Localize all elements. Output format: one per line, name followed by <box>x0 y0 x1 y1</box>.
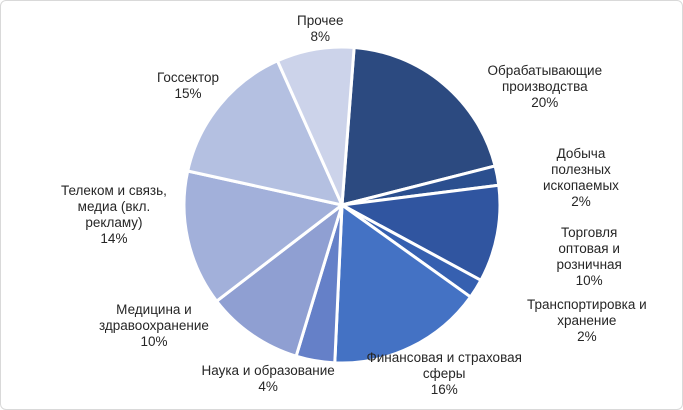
slice-value: 2% <box>571 194 591 209</box>
pie-slice <box>340 45 497 207</box>
pie-slice <box>182 169 344 303</box>
slice-label-text: Финансовая и страховая <box>366 350 522 365</box>
slice-label-text: Добыча <box>556 146 606 161</box>
slice-value: 8% <box>310 29 330 44</box>
slice-label-text: розничная <box>556 257 622 272</box>
slice-value: 14% <box>100 231 128 246</box>
slice-label-text: рекламу) <box>85 215 143 230</box>
slice-value: 20% <box>531 95 559 110</box>
slice-value: 2% <box>577 329 597 344</box>
slice-value: 10% <box>575 273 603 288</box>
slice-label: Финансовая и страховая сферы 16% <box>367 350 522 398</box>
slice-label-text: хранение <box>557 313 617 328</box>
slice-label: Торговля оптовая и розничная 10% <box>557 225 622 289</box>
slice-label-text: Медицина и <box>116 302 192 317</box>
slice-value: 16% <box>430 382 458 397</box>
slice-label: Прочее 8% <box>297 13 343 45</box>
slice-label-text: здравоохранение <box>99 318 209 333</box>
slice-value: 10% <box>140 334 168 349</box>
pie-slice <box>340 183 502 282</box>
pie-slice <box>215 203 344 358</box>
slice-label-text: оптовая и <box>558 241 620 256</box>
slice-label-text: Наука и образование <box>201 363 335 378</box>
slice-label-text: полезных <box>551 162 611 177</box>
slice-value: 4% <box>258 379 278 394</box>
slice-label-text: Телеком и связь, <box>61 183 167 198</box>
slice-label-text: Торговля <box>560 225 618 240</box>
slice-label-text: Транспортировка и <box>527 297 647 312</box>
slice-label: Добыча полезных ископаемых 2% <box>543 146 619 210</box>
slice-label-text: ископаемых <box>543 178 619 193</box>
slice-label-text: производства <box>501 79 588 94</box>
slice-label: Транспортировка и хранение 2% <box>527 297 647 345</box>
slice-label-text: Госсектор <box>157 70 220 85</box>
slice-label-text: сферы <box>422 366 466 381</box>
slice-label: Наука и образование 4% <box>202 363 335 395</box>
slice-label: Медицина и здравоохранение 10% <box>99 302 209 350</box>
pie-slice <box>275 45 356 207</box>
slice-value: 15% <box>174 86 202 101</box>
slice-label-text: Прочее <box>297 13 344 28</box>
slice-label-text: Обрабатывающие <box>487 63 603 78</box>
slice-label: Телеком и связь, медиа (вкл. рекламу) 14% <box>61 183 167 247</box>
slice-label-text: медиа (вкл. <box>77 199 151 214</box>
pie-slice <box>186 59 344 207</box>
slice-label: Обрабатывающие производства 20% <box>488 63 603 111</box>
slice-label: Госсектор 15% <box>157 70 219 102</box>
pie-slice <box>333 203 472 365</box>
